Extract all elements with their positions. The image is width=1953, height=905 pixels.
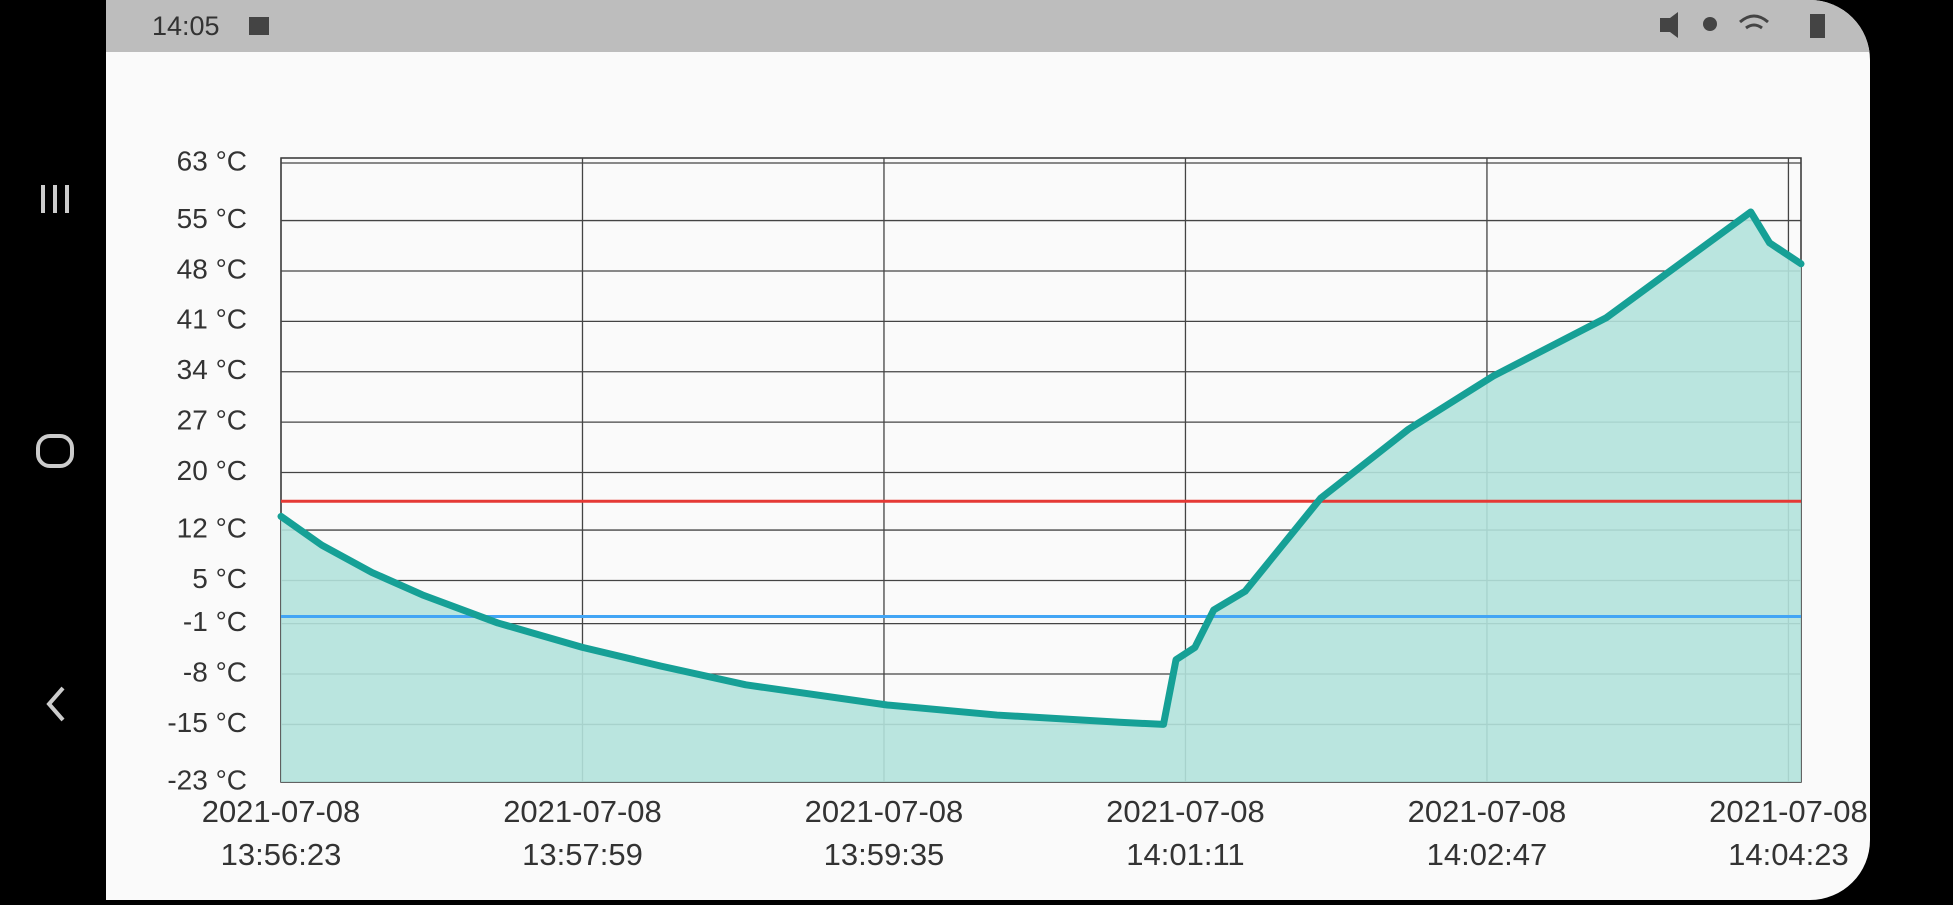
battery-icon xyxy=(1810,14,1825,38)
x-tick-label: 2021-07-08 13:56:23 xyxy=(202,794,361,872)
y-tick-label: 12 °C xyxy=(177,512,247,543)
x-tick-label: 2021-07-08 14:04:23 xyxy=(1709,794,1868,872)
y-tick-label: -1 °C xyxy=(183,606,247,637)
x-tick-label: 2021-07-08 13:57:59 xyxy=(503,794,662,872)
home-icon[interactable] xyxy=(36,434,74,468)
y-tick-label: 48 °C xyxy=(177,253,247,284)
y-tick-label: 34 °C xyxy=(177,354,247,385)
app: 14:05 -23 °C -15 °C -8 °C -1 °C 5 °C 12 °C 20 … xyxy=(106,0,1870,900)
y-tick-label: 63 °C xyxy=(177,145,247,176)
y-tick-label: 55 °C xyxy=(177,203,247,234)
status-bar xyxy=(106,0,1870,52)
status-time: 14:05 xyxy=(152,11,220,41)
location-icon xyxy=(1703,17,1717,31)
area-fill xyxy=(281,211,1801,782)
x-tick-label: 2021-07-08 14:02:47 xyxy=(1408,794,1567,872)
x-tick-label: 2021-07-08 13:59:35 xyxy=(805,794,964,872)
wifi-icon xyxy=(1739,14,1769,30)
y-tick-label: 20 °C xyxy=(177,455,247,486)
x-tick-label: 2021-07-08 14:01:11 xyxy=(1106,794,1265,872)
y-tick-label: -15 °C xyxy=(167,707,247,738)
y-tick-label: -8 °C xyxy=(183,656,247,687)
status-icon xyxy=(249,17,269,35)
chart: -23 °C -15 °C -8 °C -1 °C 5 °C 12 °C 20 °C 27 °… xyxy=(167,145,1867,872)
mute-icon xyxy=(1660,12,1678,38)
back-icon[interactable] xyxy=(46,686,65,722)
y-tick-label: -23 °C xyxy=(167,764,247,795)
nav-bar xyxy=(36,185,74,722)
line xyxy=(277,208,1805,728)
y-tick-label: 5 °C xyxy=(192,563,247,594)
y-tick-label: 27 °C xyxy=(177,405,247,436)
y-tick-label: 41 °C xyxy=(177,304,247,335)
